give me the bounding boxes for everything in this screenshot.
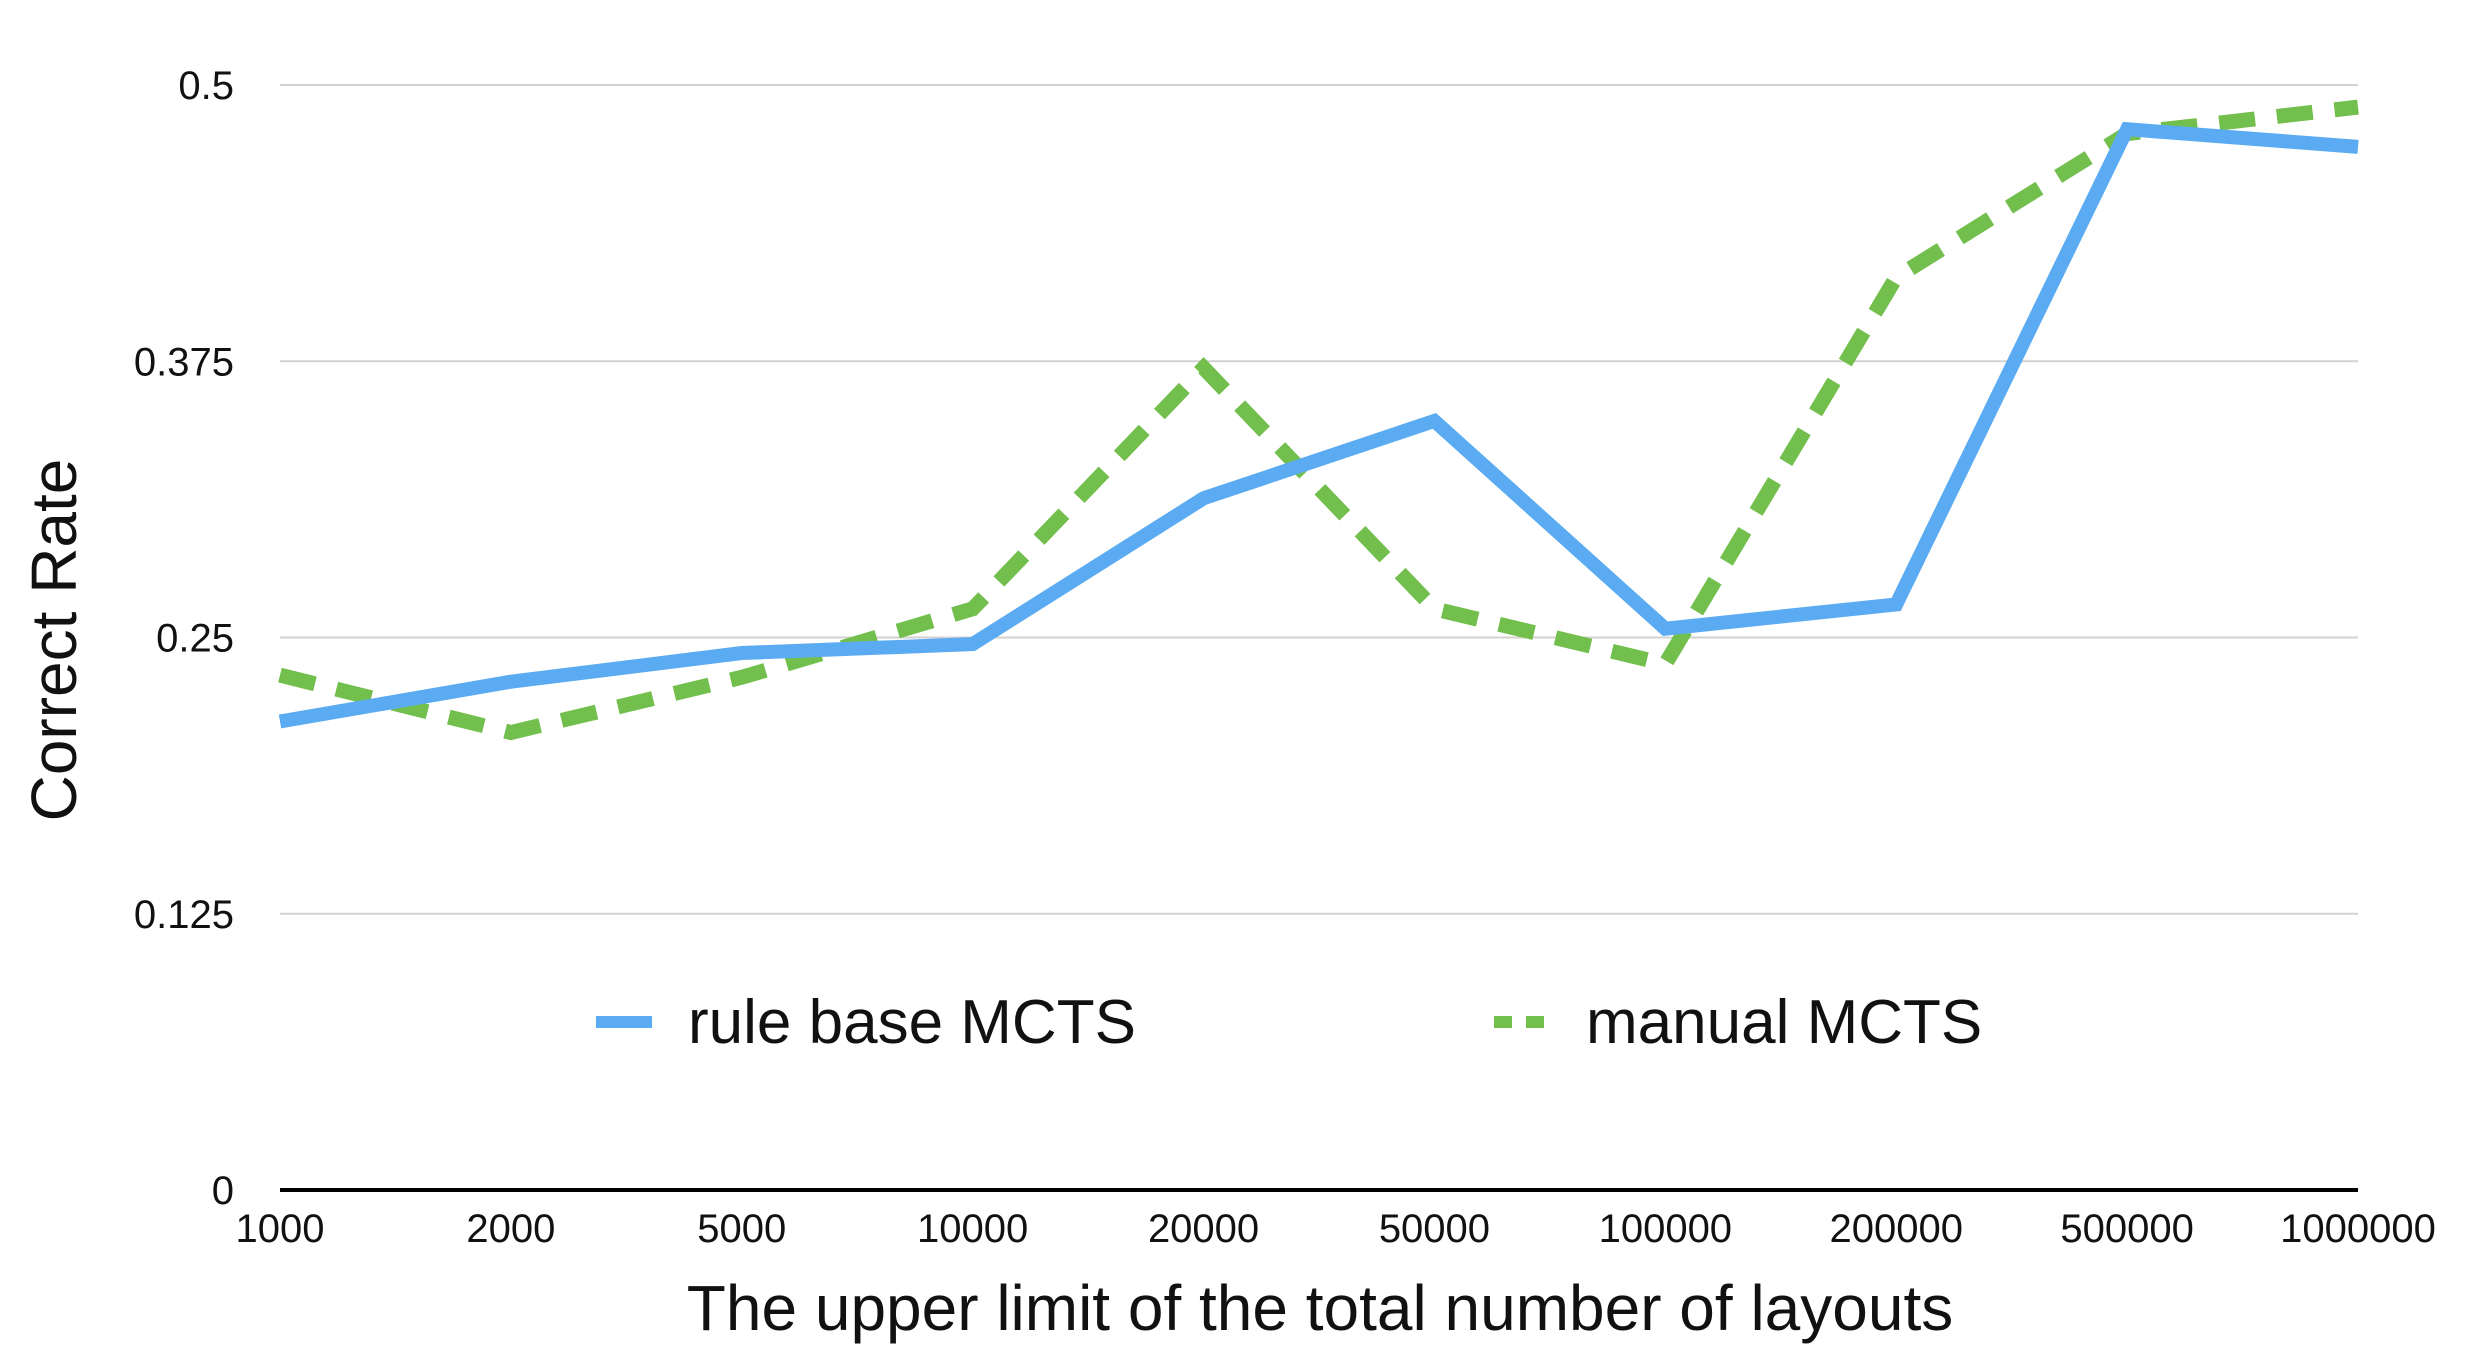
data-point	[2127, 129, 2128, 130]
data-point	[2358, 107, 2359, 108]
gridlines	[280, 84, 2358, 915]
axes: 0 0.125 0.25 0.375 0.5 1000 2000 5000 10000 20000…	[134, 64, 2436, 1251]
series-line-0	[278, 121, 2359, 729]
data-point	[1896, 604, 1897, 605]
x-tick-label: 500000	[2060, 1207, 2193, 1251]
y-axis-title: Correct Rate	[18, 459, 90, 822]
data-point	[1203, 498, 1204, 499]
series-line-1	[278, 99, 2359, 741]
y-tick-label: 0.5	[178, 64, 234, 108]
x-tick-label: 10000	[917, 1207, 1028, 1251]
x-tick-label: 100000	[1599, 1207, 1732, 1251]
x-tick-label: 50000	[1379, 1207, 1490, 1251]
x-axis-title: The upper limit of the total number of l…	[687, 1272, 1953, 1344]
data-point	[1665, 628, 1666, 629]
legend: rule base MCTS manual MCTS	[596, 988, 1982, 1057]
data-point	[2358, 146, 2359, 147]
x-tick-label: 5000	[697, 1207, 786, 1251]
data-point	[1434, 608, 1435, 609]
data-point	[1434, 420, 1435, 421]
x-tick-label: 200000	[1829, 1207, 1962, 1251]
data-point	[972, 644, 973, 645]
legend-label-1: manual MCTS	[1586, 988, 1982, 1057]
data-point	[280, 721, 281, 722]
data-point	[972, 608, 973, 609]
y-tick-label: 0.125	[134, 893, 234, 937]
legend-label-0: rule base MCTS	[688, 988, 1136, 1057]
data-point	[1665, 664, 1666, 665]
data-point	[1203, 367, 1204, 368]
x-tick-label: 20000	[1148, 1207, 1259, 1251]
data-point	[741, 677, 742, 678]
series-lines	[278, 99, 2359, 741]
x-tick-label: 1000	[236, 1207, 325, 1251]
x-tick-label: 2000	[466, 1207, 555, 1251]
data-point	[510, 681, 511, 682]
data-point	[741, 652, 742, 653]
data-point	[280, 675, 281, 676]
data-point	[1896, 277, 1897, 278]
y-tick-label: 0	[212, 1169, 234, 1213]
y-tick-label: 0.25	[156, 617, 234, 661]
data-point	[510, 732, 511, 733]
x-tick-label: 1000000	[2280, 1207, 2436, 1251]
y-tick-label: 0.375	[134, 340, 234, 384]
